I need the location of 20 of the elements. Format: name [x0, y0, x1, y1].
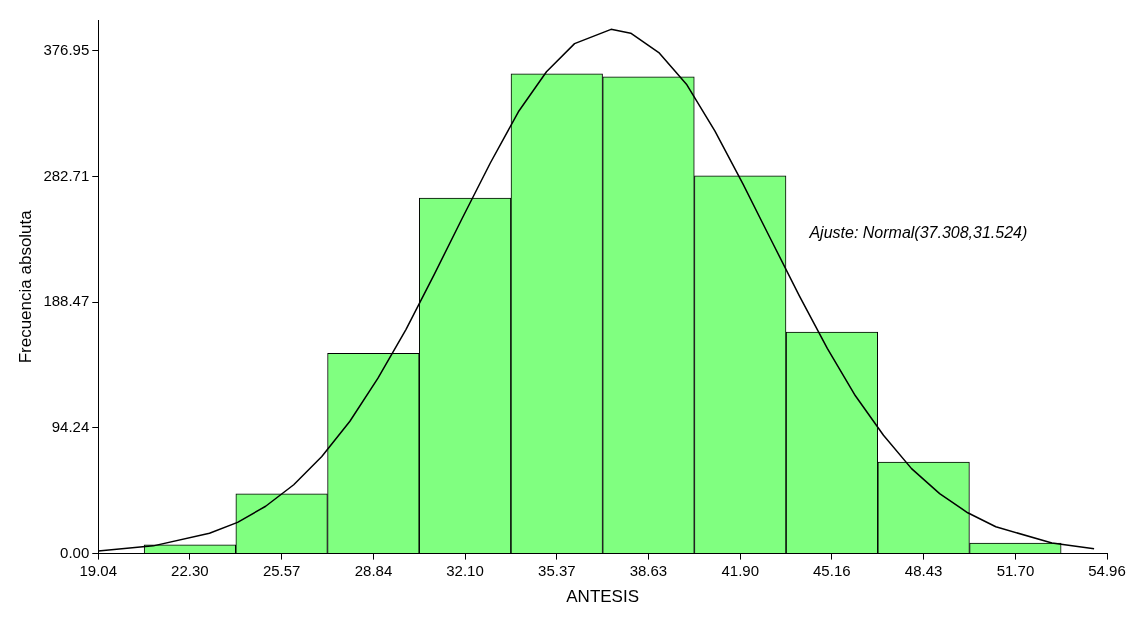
x-tick-label: 22.30: [171, 561, 209, 579]
y-axis-title: Frecuencia absoluta: [15, 209, 35, 364]
x-tick-label: 48.43: [904, 561, 943, 579]
annotation: Ajuste: Normal(37.308,31.524): [808, 223, 1028, 241]
x-tick-label: 35.37: [538, 561, 576, 579]
y-tick-label: 282.71: [43, 166, 90, 184]
y-tick-label: 376.95: [43, 40, 90, 58]
x-tick-label: 41.90: [721, 561, 760, 579]
x-axis-title: ANTESIS: [566, 587, 640, 607]
x-tick-label: 19.04: [79, 561, 118, 579]
y-tick-label: 0.00: [60, 543, 90, 561]
y-tick-label: 94.24: [51, 418, 90, 436]
x-tick-label: 54.96: [1088, 561, 1126, 579]
x-tick-label: 45.16: [813, 561, 851, 579]
x-tick-label: 38.63: [629, 561, 668, 579]
x-tick-label: 51.70: [996, 561, 1035, 579]
y-tick-label: 188.47: [43, 292, 90, 310]
x-tick-label: 28.84: [354, 561, 393, 579]
x-tick-label: 32.10: [446, 561, 484, 579]
x-tick-label: 25.57: [262, 561, 301, 579]
